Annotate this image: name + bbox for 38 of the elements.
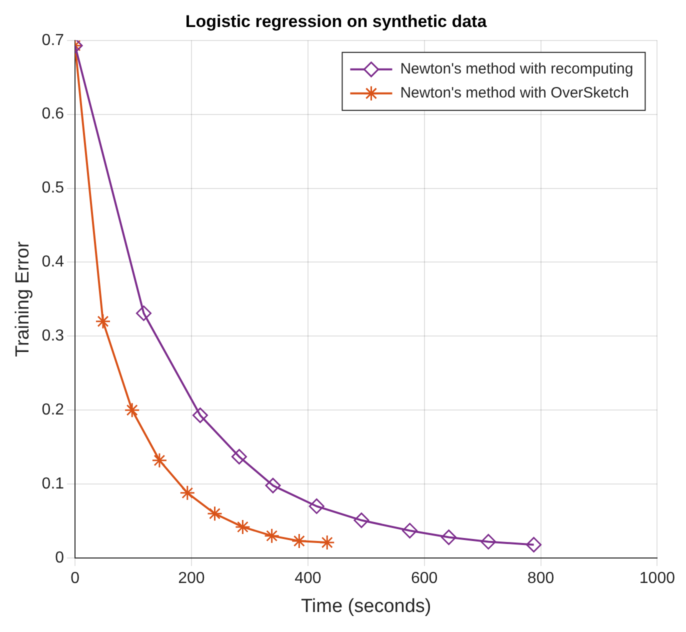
point xyxy=(231,448,247,464)
y-tick-label: 0.4 xyxy=(42,254,64,271)
point xyxy=(136,306,152,321)
point xyxy=(441,530,457,546)
y-tick-label: 0.5 xyxy=(42,180,64,197)
point xyxy=(207,506,223,522)
point xyxy=(354,512,370,528)
chart-title: Logistic regression on synthetic data xyxy=(185,12,488,31)
y-tick-label: 0.1 xyxy=(42,475,64,492)
point xyxy=(291,533,307,549)
point xyxy=(95,314,111,330)
x-tick-label: 1000 xyxy=(639,570,676,588)
y-tick-label: 0.2 xyxy=(42,402,64,419)
point xyxy=(124,402,140,418)
point xyxy=(308,498,324,514)
y-axis-title: Training Error xyxy=(12,240,34,357)
x-tick-label: 200 xyxy=(178,570,205,588)
x-tick-label: 400 xyxy=(294,570,322,588)
point xyxy=(180,485,196,501)
x-tick-label: 600 xyxy=(410,570,438,588)
legend-label: Newton's method with recomputing xyxy=(400,60,634,78)
point xyxy=(526,536,542,552)
point xyxy=(402,522,418,538)
legend-label: Newton's method with OverSketch xyxy=(400,84,630,102)
y-tick-label: 0 xyxy=(55,549,64,566)
point xyxy=(480,534,496,550)
point xyxy=(152,452,168,468)
x-tick-label: 800 xyxy=(527,570,554,588)
point xyxy=(234,519,250,535)
y-tick-label: 0.7 xyxy=(42,32,64,49)
y-tick-label: 0.6 xyxy=(42,106,64,123)
y-tick-label: 0.3 xyxy=(42,328,64,345)
x-axis-title: Time (seconds) xyxy=(301,596,432,617)
point xyxy=(265,478,281,494)
point xyxy=(319,534,335,550)
point xyxy=(264,528,280,544)
x-tick-label: 0 xyxy=(70,570,80,588)
point xyxy=(192,408,208,424)
